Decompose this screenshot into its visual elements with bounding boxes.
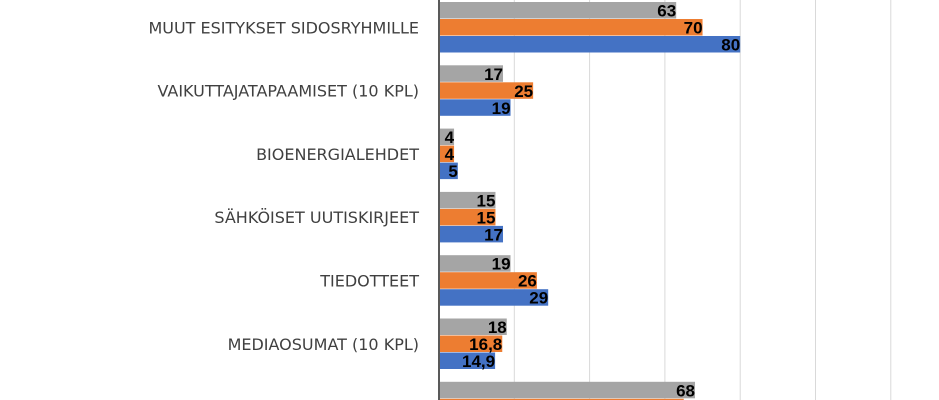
bar [439,191,496,209]
category-label: MEDIAOSUMAT (10 KPL) [228,335,419,354]
category-label: SÄHKÖISET UUTISKIRJEET [214,208,419,227]
data-label: 63 [657,2,676,21]
data-label: 19 [492,255,511,274]
bar [439,289,549,306]
category-label: VAIKUTTAJATAPAAMISET (10 KPL) [157,82,419,101]
data-label: 14,9 [462,352,495,371]
data-label: 4 [445,145,455,164]
data-label: 26 [518,272,537,291]
data-label: 19 [492,99,511,118]
labels: MUUT ESITYKSET SIDOSRYHMILLE 63 70 80 VAIKUT… [148,2,740,400]
data-label: 70 [684,19,703,38]
data-label: 4 [445,128,455,147]
bar [439,2,677,19]
category-label: TIEDOTTEET [319,271,419,290]
bar [439,352,496,369]
bar [439,381,696,399]
data-label: 15 [477,191,496,210]
data-label: 18 [488,318,507,337]
data-label: 25 [514,82,533,101]
data-label: 68 [676,381,695,400]
data-label: 17 [484,65,503,84]
bar [439,99,511,116]
bar [439,36,741,53]
bar [439,65,504,82]
bars [439,2,741,400]
data-label: 17 [484,225,503,244]
bar [439,145,455,163]
data-label: 5 [448,162,457,181]
bar [439,255,511,272]
category-label: MUUT ESITYKSET SIDOSRYHMILLE [148,18,419,37]
bar [439,225,504,243]
bar [439,82,534,99]
data-label: 29 [529,289,548,308]
data-label: 16,8 [469,335,502,354]
bar [439,272,537,289]
bar [439,128,455,146]
bar [439,19,703,36]
bar [439,398,684,400]
bar [439,162,458,180]
data-label: 80 [721,36,740,55]
bar [439,335,503,352]
data-label: 15 [477,208,496,227]
bar [439,208,496,226]
category-label: TWEETIT (KPL / KK) [265,398,419,400]
gridlines [513,0,892,400]
category-label: BIOENERGIALEHDET [256,145,419,164]
bar [439,318,507,335]
